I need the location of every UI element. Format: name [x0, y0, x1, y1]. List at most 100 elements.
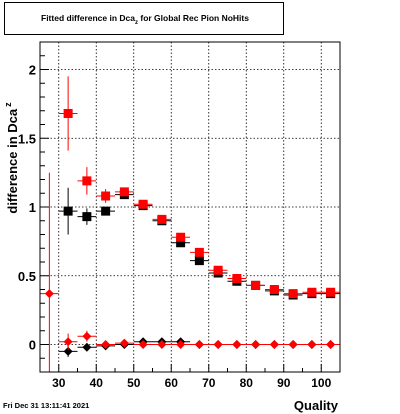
diamond-marker [326, 340, 336, 349]
square-marker [176, 232, 186, 242]
diamond-marker [194, 340, 204, 349]
diamond-marker [101, 340, 111, 349]
data-point [115, 187, 134, 197]
data-point [321, 287, 340, 297]
x-tick-label: 90 [277, 376, 291, 390]
square-marker [82, 176, 92, 186]
diamond-marker [251, 340, 261, 349]
data-point [265, 285, 284, 294]
x-tick-label: 50 [127, 376, 141, 390]
data-point [321, 340, 340, 349]
data-point [283, 289, 303, 299]
square-marker [194, 256, 204, 266]
square-marker [157, 214, 167, 224]
diamond-marker [82, 342, 92, 352]
diamond-marker [157, 340, 167, 349]
x-tick-label: 30 [52, 376, 66, 390]
data-point [171, 232, 190, 242]
y-tick-label: 2 [29, 63, 36, 78]
square-marker [138, 199, 148, 209]
x-tick-label: 40 [90, 376, 104, 390]
x-tick-label: 70 [202, 376, 216, 390]
data-point [58, 187, 78, 235]
data-point [96, 206, 115, 216]
x-tick-label: 80 [240, 376, 254, 390]
diamond-marker [269, 340, 279, 349]
data-point [208, 340, 228, 349]
diamond-marker [176, 340, 186, 349]
data-point [58, 333, 78, 350]
square-marker [251, 280, 261, 290]
axis-layer: 30 40 50 60 70 80 90 100 0 0.5 1 1.5 2 [18, 41, 341, 390]
square-marker [213, 265, 223, 275]
square-marker [119, 187, 129, 197]
data-point [77, 167, 97, 195]
chart-title: Fitted difference in Dcaz for Global Rec… [5, 13, 285, 26]
diamond-marker [119, 338, 129, 348]
data-point [227, 274, 247, 283]
data-point [302, 340, 322, 349]
grid-layer [40, 42, 340, 372]
square-marker [176, 238, 186, 248]
data-point [133, 340, 153, 349]
data-point [190, 256, 209, 266]
data-point [208, 265, 228, 275]
diamond-marker [63, 346, 73, 356]
data-point [152, 214, 172, 224]
x-tick-label: 60 [165, 376, 179, 390]
diamond-marker [138, 340, 148, 349]
diamond-marker [288, 340, 298, 349]
data-point [96, 189, 115, 203]
data-point [171, 340, 190, 349]
title-subscript: z [135, 20, 138, 26]
square-marker [63, 109, 73, 118]
x-axis-label: Quality [294, 398, 339, 413]
data-point [96, 340, 115, 349]
y-tick-label: 0 [29, 338, 36, 353]
data-point [227, 340, 247, 349]
mark-layer [40, 76, 340, 372]
timestamp: Fri Dec 31 13:11:41 2021 [3, 401, 90, 410]
y-tick-label: 1 [29, 200, 36, 215]
title-box: Fitted difference in Dcaz for Global Rec… [4, 2, 284, 35]
square-marker [63, 206, 73, 216]
title-tail: for Global Rec Pion NoHits [138, 13, 249, 23]
data-point [58, 76, 78, 151]
y-axis-label-group: difference in Dcaz [3, 102, 20, 214]
diamond-marker [307, 340, 317, 349]
data-point [77, 342, 97, 352]
data-point [77, 330, 97, 342]
diamond-marker [63, 337, 73, 347]
data-point [246, 340, 265, 349]
square-marker [232, 274, 242, 283]
diamond-marker [44, 289, 54, 299]
data-point [190, 247, 209, 257]
y-tick-label: 0.5 [18, 269, 36, 284]
title-main: Fitted difference in Dca [41, 13, 135, 23]
square-marker [307, 287, 317, 297]
diamond-marker [232, 340, 242, 349]
data-point [40, 172, 59, 372]
data-point [302, 287, 322, 297]
y-tick-label: 1.5 [18, 131, 36, 146]
square-marker [269, 285, 279, 294]
square-marker [82, 212, 92, 222]
square-marker [194, 247, 204, 257]
x-tick-label: 100 [311, 376, 331, 390]
data-point [265, 340, 284, 349]
diamond-marker [213, 340, 223, 349]
square-marker [101, 191, 111, 201]
y-axis-label-sub: z [3, 102, 13, 107]
data-point [283, 340, 303, 349]
data-point [115, 338, 134, 348]
square-marker [326, 287, 336, 297]
data-point [246, 280, 265, 290]
y-axis-label: difference in Dcaz [3, 102, 20, 214]
plot-frame [39, 41, 341, 373]
data-point [77, 208, 97, 225]
square-marker [101, 206, 111, 216]
y-axis-label-main: difference in Dca [5, 108, 20, 214]
diamond-marker [82, 331, 92, 341]
data-point [190, 340, 209, 349]
